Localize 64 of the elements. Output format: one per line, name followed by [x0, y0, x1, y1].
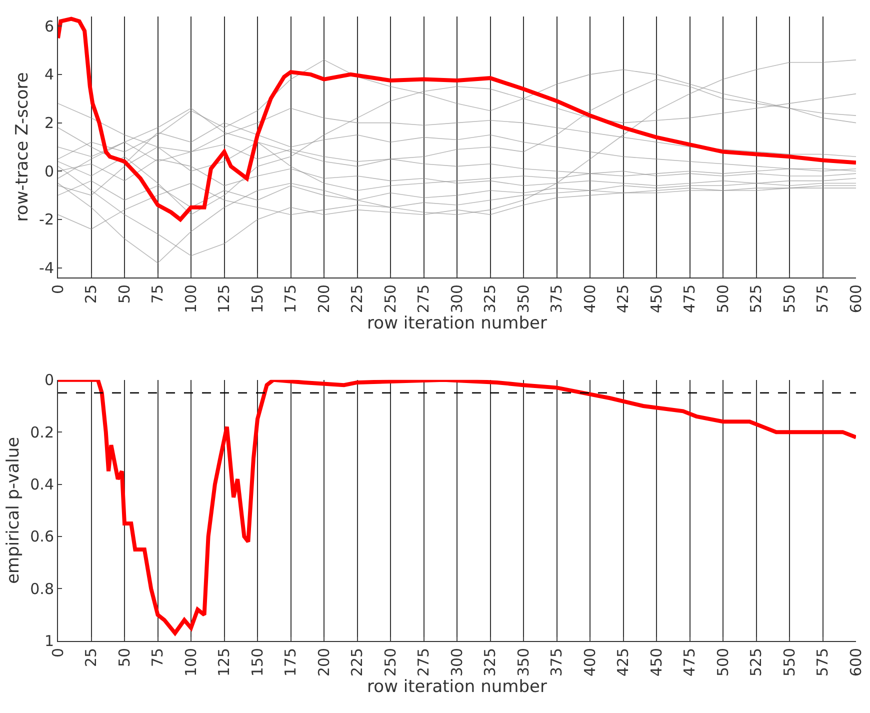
x-tick-label: 250 — [381, 284, 400, 314]
x-tick-label: 575 — [814, 648, 832, 677]
x-tick-label: 475 — [680, 284, 699, 314]
x-tick-label: 375 — [548, 648, 566, 677]
x-tick-label: 150 — [248, 648, 266, 677]
x-tick-label: 425 — [614, 648, 632, 677]
y-tick-label: 0.4 — [30, 476, 54, 494]
x-axis-title: row iteration number — [367, 676, 547, 697]
y-tick-label: 4 — [44, 66, 54, 84]
x-tick-label: 300 — [448, 284, 466, 314]
x-tick-label: 50 — [115, 648, 134, 668]
y-tick-label: 0.8 — [30, 580, 54, 598]
y-axis-title: row-trace Z-score — [12, 72, 33, 222]
x-tick-label: 600 — [846, 284, 865, 314]
x-tick-label: 125 — [215, 648, 234, 677]
x-tick-label: 175 — [282, 648, 300, 677]
x-tick-label: 200 — [314, 284, 333, 314]
x-tick-label: 475 — [680, 648, 699, 677]
x-tick-label: 50 — [115, 284, 134, 304]
y-tick-label: -4 — [39, 259, 54, 278]
y-tick-label: 2 — [44, 114, 54, 132]
x-tick-label: 575 — [814, 284, 832, 314]
x-tick-label: 400 — [580, 284, 599, 314]
x-tick-label: 425 — [614, 284, 632, 314]
x-tick-label: 375 — [548, 284, 566, 314]
x-tick-label: 525 — [747, 648, 766, 677]
x-tick-label: 350 — [514, 648, 532, 677]
y-tick-label: 0.6 — [30, 528, 54, 546]
x-tick-label: 325 — [481, 284, 500, 314]
x-tick-label: 600 — [846, 648, 865, 677]
x-axis-title: row iteration number — [367, 314, 547, 334]
y-axis-title: empirical p-value — [4, 436, 24, 584]
x-tick-label: 200 — [314, 648, 333, 677]
y-tick-label: -2 — [39, 210, 54, 229]
x-tick-label: 75 — [148, 284, 167, 304]
y-tick-label: 0.2 — [30, 423, 54, 442]
x-tick-label: 350 — [514, 284, 532, 314]
x-tick-label: 75 — [148, 648, 167, 668]
x-tick-label: 275 — [414, 648, 433, 677]
x-tick-label: 525 — [747, 284, 766, 314]
x-tick-label: 25 — [82, 284, 100, 304]
x-tick-label: 175 — [282, 284, 300, 314]
x-tick-label: 25 — [82, 648, 100, 668]
x-tick-label: 500 — [714, 648, 732, 677]
x-tick-label: 275 — [414, 284, 433, 314]
x-tick-label: 400 — [580, 648, 599, 677]
x-tick-label: 550 — [780, 648, 798, 677]
x-tick-label: 325 — [481, 648, 500, 677]
x-tick-label: 100 — [182, 648, 200, 677]
x-tick-label: 450 — [647, 284, 666, 314]
x-tick-label: 125 — [215, 284, 234, 314]
x-tick-label: 300 — [448, 648, 466, 677]
x-tick-label: 250 — [381, 648, 400, 677]
x-tick-label: 100 — [182, 284, 200, 314]
x-tick-label: 150 — [248, 284, 266, 314]
x-tick-label: 225 — [348, 648, 366, 677]
y-tick-label: 0 — [44, 162, 54, 180]
x-tick-label: 225 — [348, 284, 366, 314]
y-tick-label: 1 — [44, 632, 54, 650]
x-tick-label: 450 — [647, 648, 666, 677]
y-tick-label: 0 — [44, 371, 54, 390]
y-tick-label: 6 — [44, 17, 54, 36]
x-tick-label: 500 — [714, 284, 732, 314]
x-tick-label: 550 — [780, 284, 798, 314]
